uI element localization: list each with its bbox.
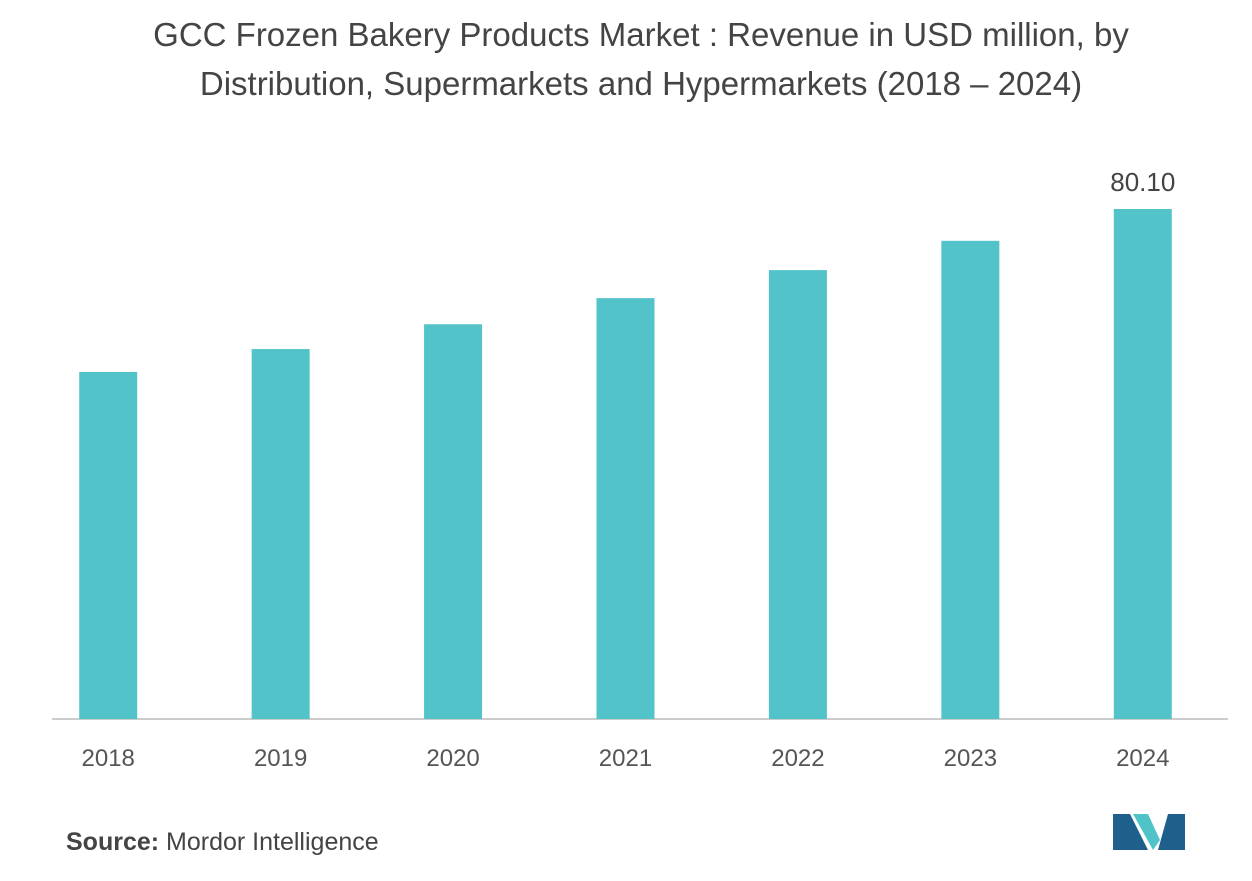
logo-shape [1133,814,1160,850]
bar [1113,209,1172,719]
source: Source: Mordor Intelligence [66,828,379,857]
x-tick-label: 2020 [426,745,479,772]
source-label: Source: [66,828,160,856]
x-tick-label: 2021 [599,745,652,772]
bar [596,298,655,719]
x-tick-label: 2022 [771,745,824,772]
bar [768,270,827,719]
source-text: Mordor Intelligence [166,828,379,856]
bar [941,240,1000,719]
logo-shape [1113,814,1148,850]
chart-title: GCC Frozen Bakery Products Market : Reve… [153,16,1129,102]
value-label: 80.10 [1110,167,1175,197]
x-tick-label: 2018 [82,745,135,772]
logo-shape [1158,814,1185,850]
x-tick-label: 2023 [944,745,997,772]
x-tick-label: 2024 [1116,745,1169,772]
bar [79,371,138,719]
bar [251,349,310,719]
bar [424,324,483,719]
x-tick-label: 2019 [254,745,307,772]
logo [1113,814,1185,850]
